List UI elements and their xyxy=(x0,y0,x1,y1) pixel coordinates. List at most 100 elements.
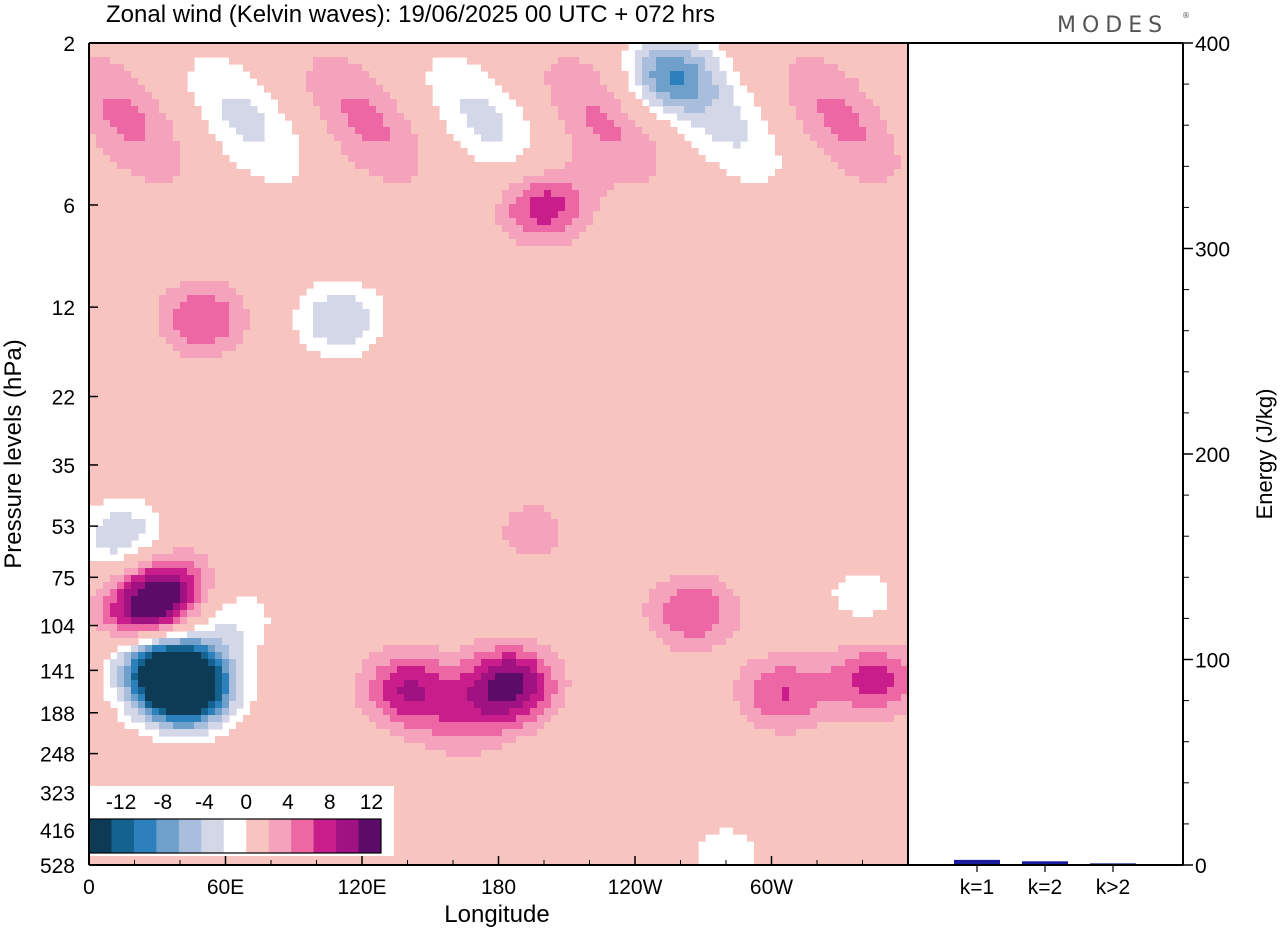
heatmap-cell xyxy=(628,155,636,163)
heatmap-cell xyxy=(166,50,174,58)
heatmap-cell xyxy=(194,351,202,359)
heatmap-cell xyxy=(208,330,216,338)
heatmap-cell xyxy=(96,232,104,240)
heatmap-cell xyxy=(887,50,895,58)
heatmap-cell xyxy=(789,323,797,331)
heatmap-cell xyxy=(145,218,153,226)
heatmap-cell xyxy=(901,253,908,261)
heatmap-cell xyxy=(397,204,405,212)
heatmap-cell xyxy=(880,106,888,114)
heatmap-cell xyxy=(180,64,188,72)
heatmap-cell xyxy=(201,302,209,310)
heatmap-cell xyxy=(229,309,237,317)
heatmap-cell xyxy=(362,204,370,212)
heatmap-cell xyxy=(649,288,657,296)
heatmap-cell xyxy=(383,78,391,86)
heatmap-cell xyxy=(859,204,867,212)
heatmap-cell xyxy=(817,162,825,170)
heatmap-cell xyxy=(614,218,622,226)
heatmap-cell xyxy=(677,218,685,226)
heatmap-cell xyxy=(782,211,790,219)
heatmap-cell xyxy=(411,64,419,72)
heatmap-cell xyxy=(180,302,188,310)
heatmap-cell xyxy=(523,218,531,226)
heatmap-cell xyxy=(250,218,258,226)
heatmap-cell xyxy=(607,85,615,93)
heatmap-cell xyxy=(530,190,538,198)
heatmap-cell xyxy=(138,169,146,177)
heatmap-cell xyxy=(236,267,244,275)
heatmap-cell xyxy=(565,43,573,51)
heatmap-cell xyxy=(719,71,727,79)
heatmap-cell xyxy=(348,78,356,86)
heatmap-cell xyxy=(397,337,405,345)
heatmap-cell xyxy=(418,43,426,51)
heatmap-cell xyxy=(852,288,860,296)
heatmap-cell xyxy=(656,57,664,65)
heatmap-cell xyxy=(866,169,874,177)
heatmap-cell xyxy=(726,302,734,310)
heatmap-cell xyxy=(530,274,538,282)
heatmap-cell xyxy=(145,43,153,51)
heatmap-cell xyxy=(670,190,678,198)
heatmap-cell xyxy=(173,274,181,282)
heatmap-cell xyxy=(789,106,797,114)
heatmap-cell xyxy=(901,267,908,275)
heatmap-cell xyxy=(285,281,293,289)
heatmap-cell xyxy=(411,50,419,58)
heatmap-cell xyxy=(411,246,419,254)
heatmap-cell xyxy=(663,239,671,247)
heatmap-cell xyxy=(894,85,902,93)
heatmap-cell xyxy=(502,43,510,51)
heatmap-cell xyxy=(677,337,685,345)
heatmap-cell xyxy=(817,190,825,198)
heatmap-cell xyxy=(782,274,790,282)
heatmap-cell xyxy=(180,197,188,205)
heatmap-cell xyxy=(782,169,790,177)
heatmap-cell xyxy=(537,92,545,100)
heatmap-cell xyxy=(901,190,908,198)
heatmap-cell xyxy=(208,295,216,303)
heatmap-cell xyxy=(425,260,433,268)
heatmap-cell xyxy=(404,134,412,142)
heatmap-cell xyxy=(502,78,510,86)
heatmap-cell xyxy=(621,330,629,338)
heatmap-cell xyxy=(579,344,587,352)
heatmap-cell xyxy=(831,71,839,79)
heatmap-cell xyxy=(292,358,300,366)
heatmap-cell xyxy=(439,316,447,324)
heatmap-cell xyxy=(404,232,412,240)
heatmap-cell xyxy=(565,141,573,149)
heatmap-cell xyxy=(341,218,349,226)
heatmap-cell xyxy=(390,225,398,233)
heatmap-cell xyxy=(306,106,314,114)
heatmap-cell xyxy=(579,127,587,135)
heatmap-cell xyxy=(145,141,153,149)
heatmap-cell xyxy=(383,162,391,170)
heatmap-cell xyxy=(579,253,587,261)
heatmap-cell xyxy=(292,232,300,240)
heatmap-cell xyxy=(383,309,391,317)
heatmap-cell xyxy=(803,190,811,198)
heatmap-cell xyxy=(397,365,405,373)
heatmap-cell xyxy=(495,288,503,296)
heatmap-cell xyxy=(383,57,391,65)
heatmap-cell xyxy=(803,274,811,282)
heatmap-cell xyxy=(243,281,251,289)
heatmap-cell xyxy=(159,323,167,331)
heatmap-cell xyxy=(537,78,545,86)
heatmap-cell xyxy=(509,64,517,72)
heatmap-cell xyxy=(292,330,300,338)
heatmap-cell xyxy=(768,71,776,79)
heatmap-cell xyxy=(271,281,279,289)
heatmap-cell xyxy=(208,50,216,58)
heatmap-cell xyxy=(313,155,321,163)
heatmap-cell xyxy=(250,225,258,233)
heatmap-cell xyxy=(628,148,636,156)
heatmap-cell xyxy=(691,99,699,107)
heatmap-cell xyxy=(593,71,601,79)
heatmap-cell xyxy=(726,225,734,233)
heatmap-cell xyxy=(635,246,643,254)
heatmap-cell xyxy=(110,148,118,156)
heatmap-cell xyxy=(649,176,657,184)
